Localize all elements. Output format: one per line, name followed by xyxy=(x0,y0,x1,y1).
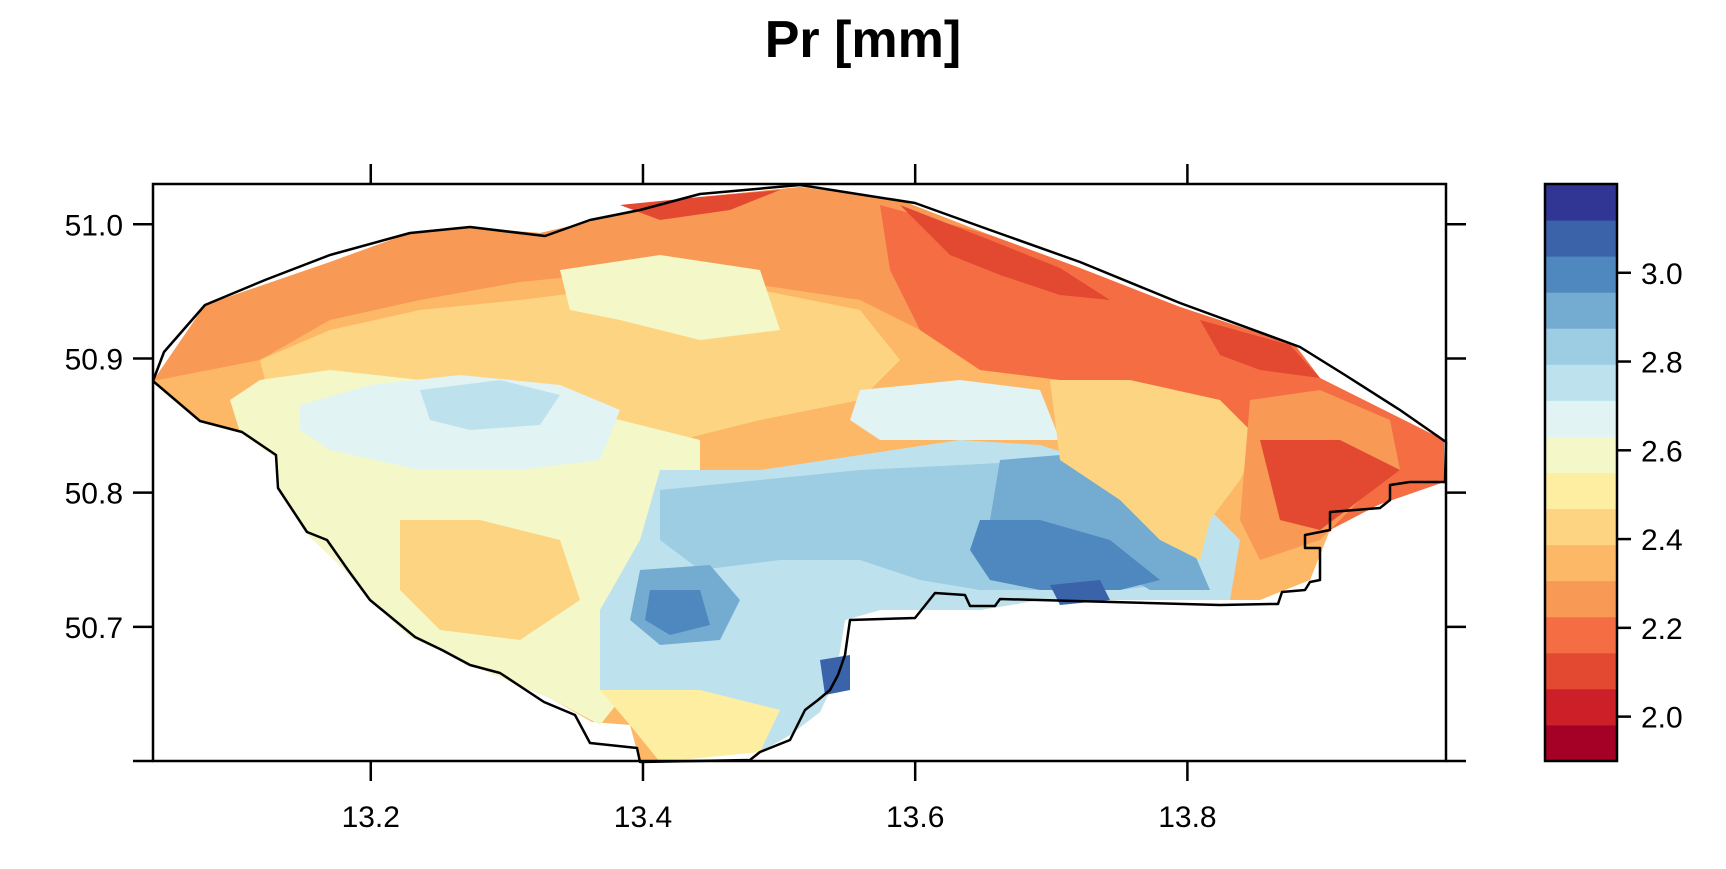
region-boundary xyxy=(151,183,1448,764)
axes: 13.2 13.4 13.6 13.8 50.7 50.8 50.9 51.0 xyxy=(65,164,1466,834)
y-tick-label: 50.9 xyxy=(65,343,123,376)
colorbar-swatch xyxy=(1545,544,1617,582)
precipitation-field xyxy=(153,187,1444,761)
colorbar-frame xyxy=(1543,182,1619,763)
colorbar-swatch xyxy=(1545,688,1617,726)
colorbar: 2.0 2.2 2.4 2.6 2.8 3.0 xyxy=(1543,182,1683,763)
x-tick-label: 13.4 xyxy=(614,801,672,834)
x-tick-label: 13.2 xyxy=(342,801,400,834)
field-east-yellow xyxy=(1050,380,1260,560)
colorbar-swatch xyxy=(1545,220,1617,257)
y-tick-label: 51.0 xyxy=(65,209,123,242)
field-south-darkblue xyxy=(645,590,710,635)
plot-title: Pr [mm] xyxy=(764,11,962,69)
colorbar-swatch xyxy=(1545,400,1617,437)
field-northeast-deep xyxy=(900,205,1110,300)
colorbar-tick-label: 3.0 xyxy=(1641,258,1683,291)
field-southwest-yellow xyxy=(400,520,580,640)
colorbar-swatch xyxy=(1545,724,1617,762)
colorbar-swatch xyxy=(1545,508,1617,546)
field-east-deepblue xyxy=(1050,580,1110,605)
colorbar-swatch xyxy=(1545,616,1617,654)
colorbar-tick-label: 2.0 xyxy=(1641,702,1683,735)
colorbar-swatch xyxy=(1545,256,1617,293)
field-north-red xyxy=(620,190,780,220)
precipitation-raster xyxy=(153,187,1444,761)
field-south-deepblue xyxy=(820,655,850,695)
colorbar-tick-label: 2.6 xyxy=(1641,435,1683,468)
y-tick-label: 50.8 xyxy=(65,478,123,511)
field-east-darkblue xyxy=(970,520,1160,590)
field-east-blue xyxy=(990,455,1210,590)
field-central-pale xyxy=(560,255,780,340)
field-west-blue xyxy=(420,380,560,430)
field-south-yellow xyxy=(600,690,780,761)
colorbar-tick-label: 2.4 xyxy=(1641,524,1683,557)
colorbar-swatch xyxy=(1545,472,1617,510)
colorbar-tick-label: 2.2 xyxy=(1641,613,1683,646)
colorbar-tick-label: 2.8 xyxy=(1641,347,1683,380)
colorbar-swatch xyxy=(1545,184,1617,221)
colorbar-swatch xyxy=(1545,652,1617,690)
x-tick-label: 13.8 xyxy=(1158,801,1216,834)
x-tick-label: 13.6 xyxy=(886,801,944,834)
colorbar-swatch xyxy=(1545,580,1617,618)
field-center-paleblue xyxy=(850,380,1060,440)
field-east-deep xyxy=(1200,320,1320,378)
colorbar-swatch xyxy=(1545,292,1617,329)
field-east-redspot xyxy=(1260,440,1400,530)
colorbar-swatch xyxy=(1545,436,1617,473)
plot-panel-frame xyxy=(151,182,1448,763)
colorbar-swatch xyxy=(1545,364,1617,401)
y-tick-label: 50.7 xyxy=(65,612,123,645)
colorbar-swatch xyxy=(1545,328,1617,365)
